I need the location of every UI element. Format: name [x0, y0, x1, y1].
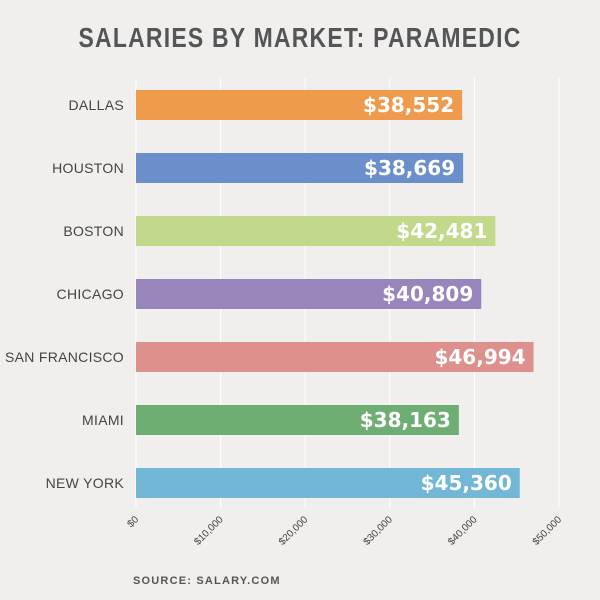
category-label-5: MIAMI	[82, 412, 124, 428]
x-tick-label-1: $10,000	[192, 514, 226, 548]
x-tick-label-3: $30,000	[362, 514, 396, 548]
value-label-6: $45,360	[421, 471, 512, 495]
value-label-0: $38,552	[363, 93, 454, 117]
source-note: SOURCE: SALARY.COM	[133, 575, 281, 587]
bar-0	[136, 90, 463, 120]
value-label-5: $38,163	[360, 408, 451, 432]
value-label-1: $38,669	[364, 156, 455, 180]
value-label-2: $42,481	[396, 219, 487, 243]
category-label-3: CHICAGO	[57, 286, 124, 302]
category-label-6: NEW YORK	[46, 475, 125, 491]
category-label-2: BOSTON	[63, 223, 124, 239]
bar-4	[136, 342, 534, 372]
bar-2	[136, 216, 496, 246]
category-label-4: SAN FRANCISCO	[5, 349, 124, 365]
x-tick-label-0: $0	[125, 514, 141, 530]
x-tick-label-2: $20,000	[277, 514, 311, 548]
x-tick-label-5: $50,000	[531, 514, 565, 548]
value-label-4: $46,994	[434, 345, 525, 369]
x-tick-label-4: $40,000	[446, 514, 480, 548]
bar-1	[136, 153, 464, 183]
bar-3	[136, 279, 482, 309]
chart-title: SALARIES BY MARKET: PARAMEDIC	[78, 22, 522, 53]
bar-6	[136, 468, 520, 498]
category-label-0: DALLAS	[69, 97, 125, 113]
bar-5	[136, 405, 459, 435]
value-label-3: $40,809	[382, 282, 473, 306]
category-label-1: HOUSTON	[52, 160, 124, 176]
